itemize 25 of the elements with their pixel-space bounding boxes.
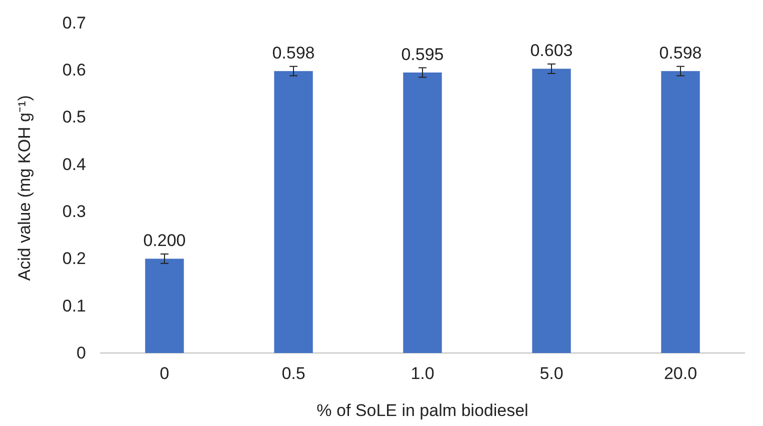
y-tick-label: 0.3 — [62, 202, 86, 222]
bar — [403, 72, 442, 353]
y-tick-label: 0.5 — [62, 108, 86, 127]
y-tick-label: 0.6 — [62, 60, 86, 80]
y-tick-label: 0.2 — [62, 249, 86, 268]
bar — [145, 258, 184, 353]
data-label: 0.603 — [530, 41, 573, 60]
bar — [532, 68, 571, 353]
data-label: 0.595 — [401, 44, 444, 64]
y-axis-title: Acid value (mg KOH g⁻¹) — [15, 95, 34, 281]
x-tick-label: 20.0 — [664, 364, 698, 384]
y-tick-label: 0.1 — [62, 296, 86, 316]
bar — [661, 71, 700, 353]
y-tick-label: 0.7 — [62, 13, 86, 32]
x-tick-label: 0.5 — [282, 364, 306, 384]
x-tick-label: 0 — [160, 364, 170, 384]
data-label: 0.200 — [143, 231, 186, 250]
x-tick-label: 5.0 — [540, 364, 564, 384]
x-axis-title: % of SoLE in palm biodiesel — [316, 401, 528, 420]
bar — [274, 71, 313, 353]
data-label: 0.598 — [659, 43, 702, 62]
y-tick-label: 0.4 — [62, 154, 86, 174]
y-tick-label: 0 — [76, 343, 86, 362]
data-label: 0.598 — [272, 43, 315, 62]
x-tick-label: 1.0 — [410, 364, 434, 384]
